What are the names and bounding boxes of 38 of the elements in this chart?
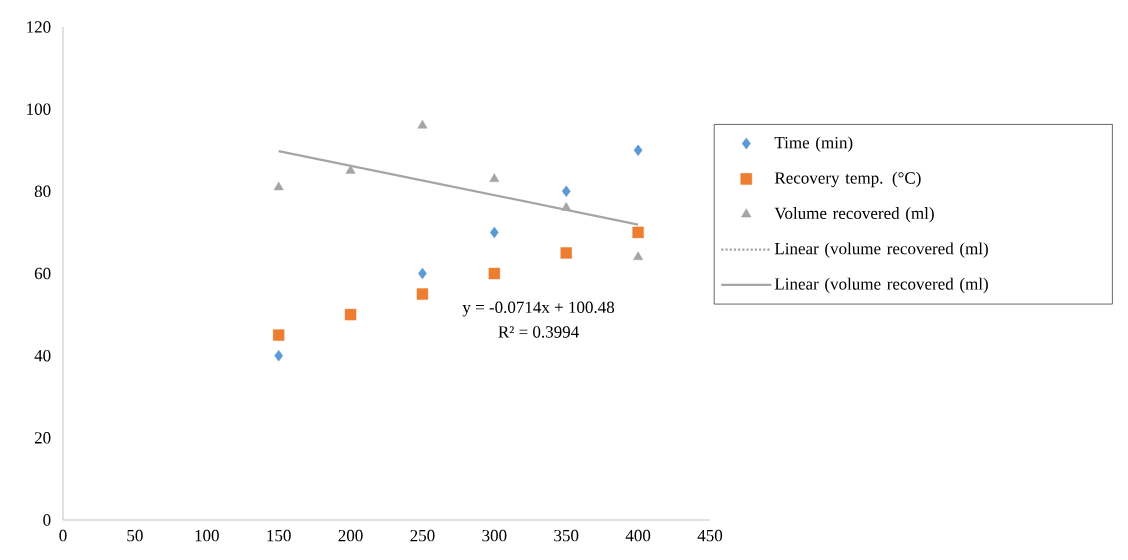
- legend-label: Volume recovered (ml): [774, 207, 934, 223]
- x-tick-label: 300: [482, 529, 507, 542]
- point: [345, 165, 356, 174]
- point: [633, 144, 643, 156]
- point: [488, 267, 501, 280]
- legend-label: Recovery temp. (°C): [774, 171, 921, 188]
- x-tick-label: 350: [554, 529, 579, 542]
- point: [344, 308, 357, 321]
- y-tick-label: 80: [34, 185, 51, 198]
- x-tick-label: 250: [410, 529, 435, 542]
- point: [489, 173, 500, 182]
- point: [416, 288, 429, 300]
- point: [560, 247, 572, 259]
- point: [561, 185, 571, 198]
- x-tick-label: 50: [127, 529, 143, 542]
- point: [417, 119, 428, 129]
- x-tick-label: 0: [59, 529, 67, 542]
- point: [632, 226, 644, 239]
- point: [272, 329, 285, 341]
- point: [561, 202, 572, 211]
- x-tick-label: 450: [697, 529, 723, 542]
- legend-label: Linear (volume recovered (ml): [774, 242, 988, 258]
- annotation: R² = 0.3994: [498, 326, 579, 338]
- x-tick-label: 400: [625, 529, 651, 542]
- point: [273, 181, 284, 191]
- y-tick-label: 100: [27, 103, 51, 115]
- legend-label: Linear (volume recovered (ml): [774, 277, 988, 294]
- point: [633, 251, 644, 261]
- y-tick-label: 20: [34, 432, 51, 444]
- x-tick-label: 200: [338, 529, 363, 542]
- y-tick-label: 60: [34, 267, 51, 280]
- legend-label: Time (min): [774, 136, 853, 152]
- y-tick-label: 0: [43, 514, 51, 526]
- y-tick-label: 120: [27, 21, 51, 33]
- annotation: y = -0.0714x + 100.48: [462, 301, 615, 317]
- x-tick-label: 150: [267, 529, 291, 542]
- y-tick-label: 40: [34, 349, 51, 362]
- x-tick-label: 100: [195, 529, 219, 542]
